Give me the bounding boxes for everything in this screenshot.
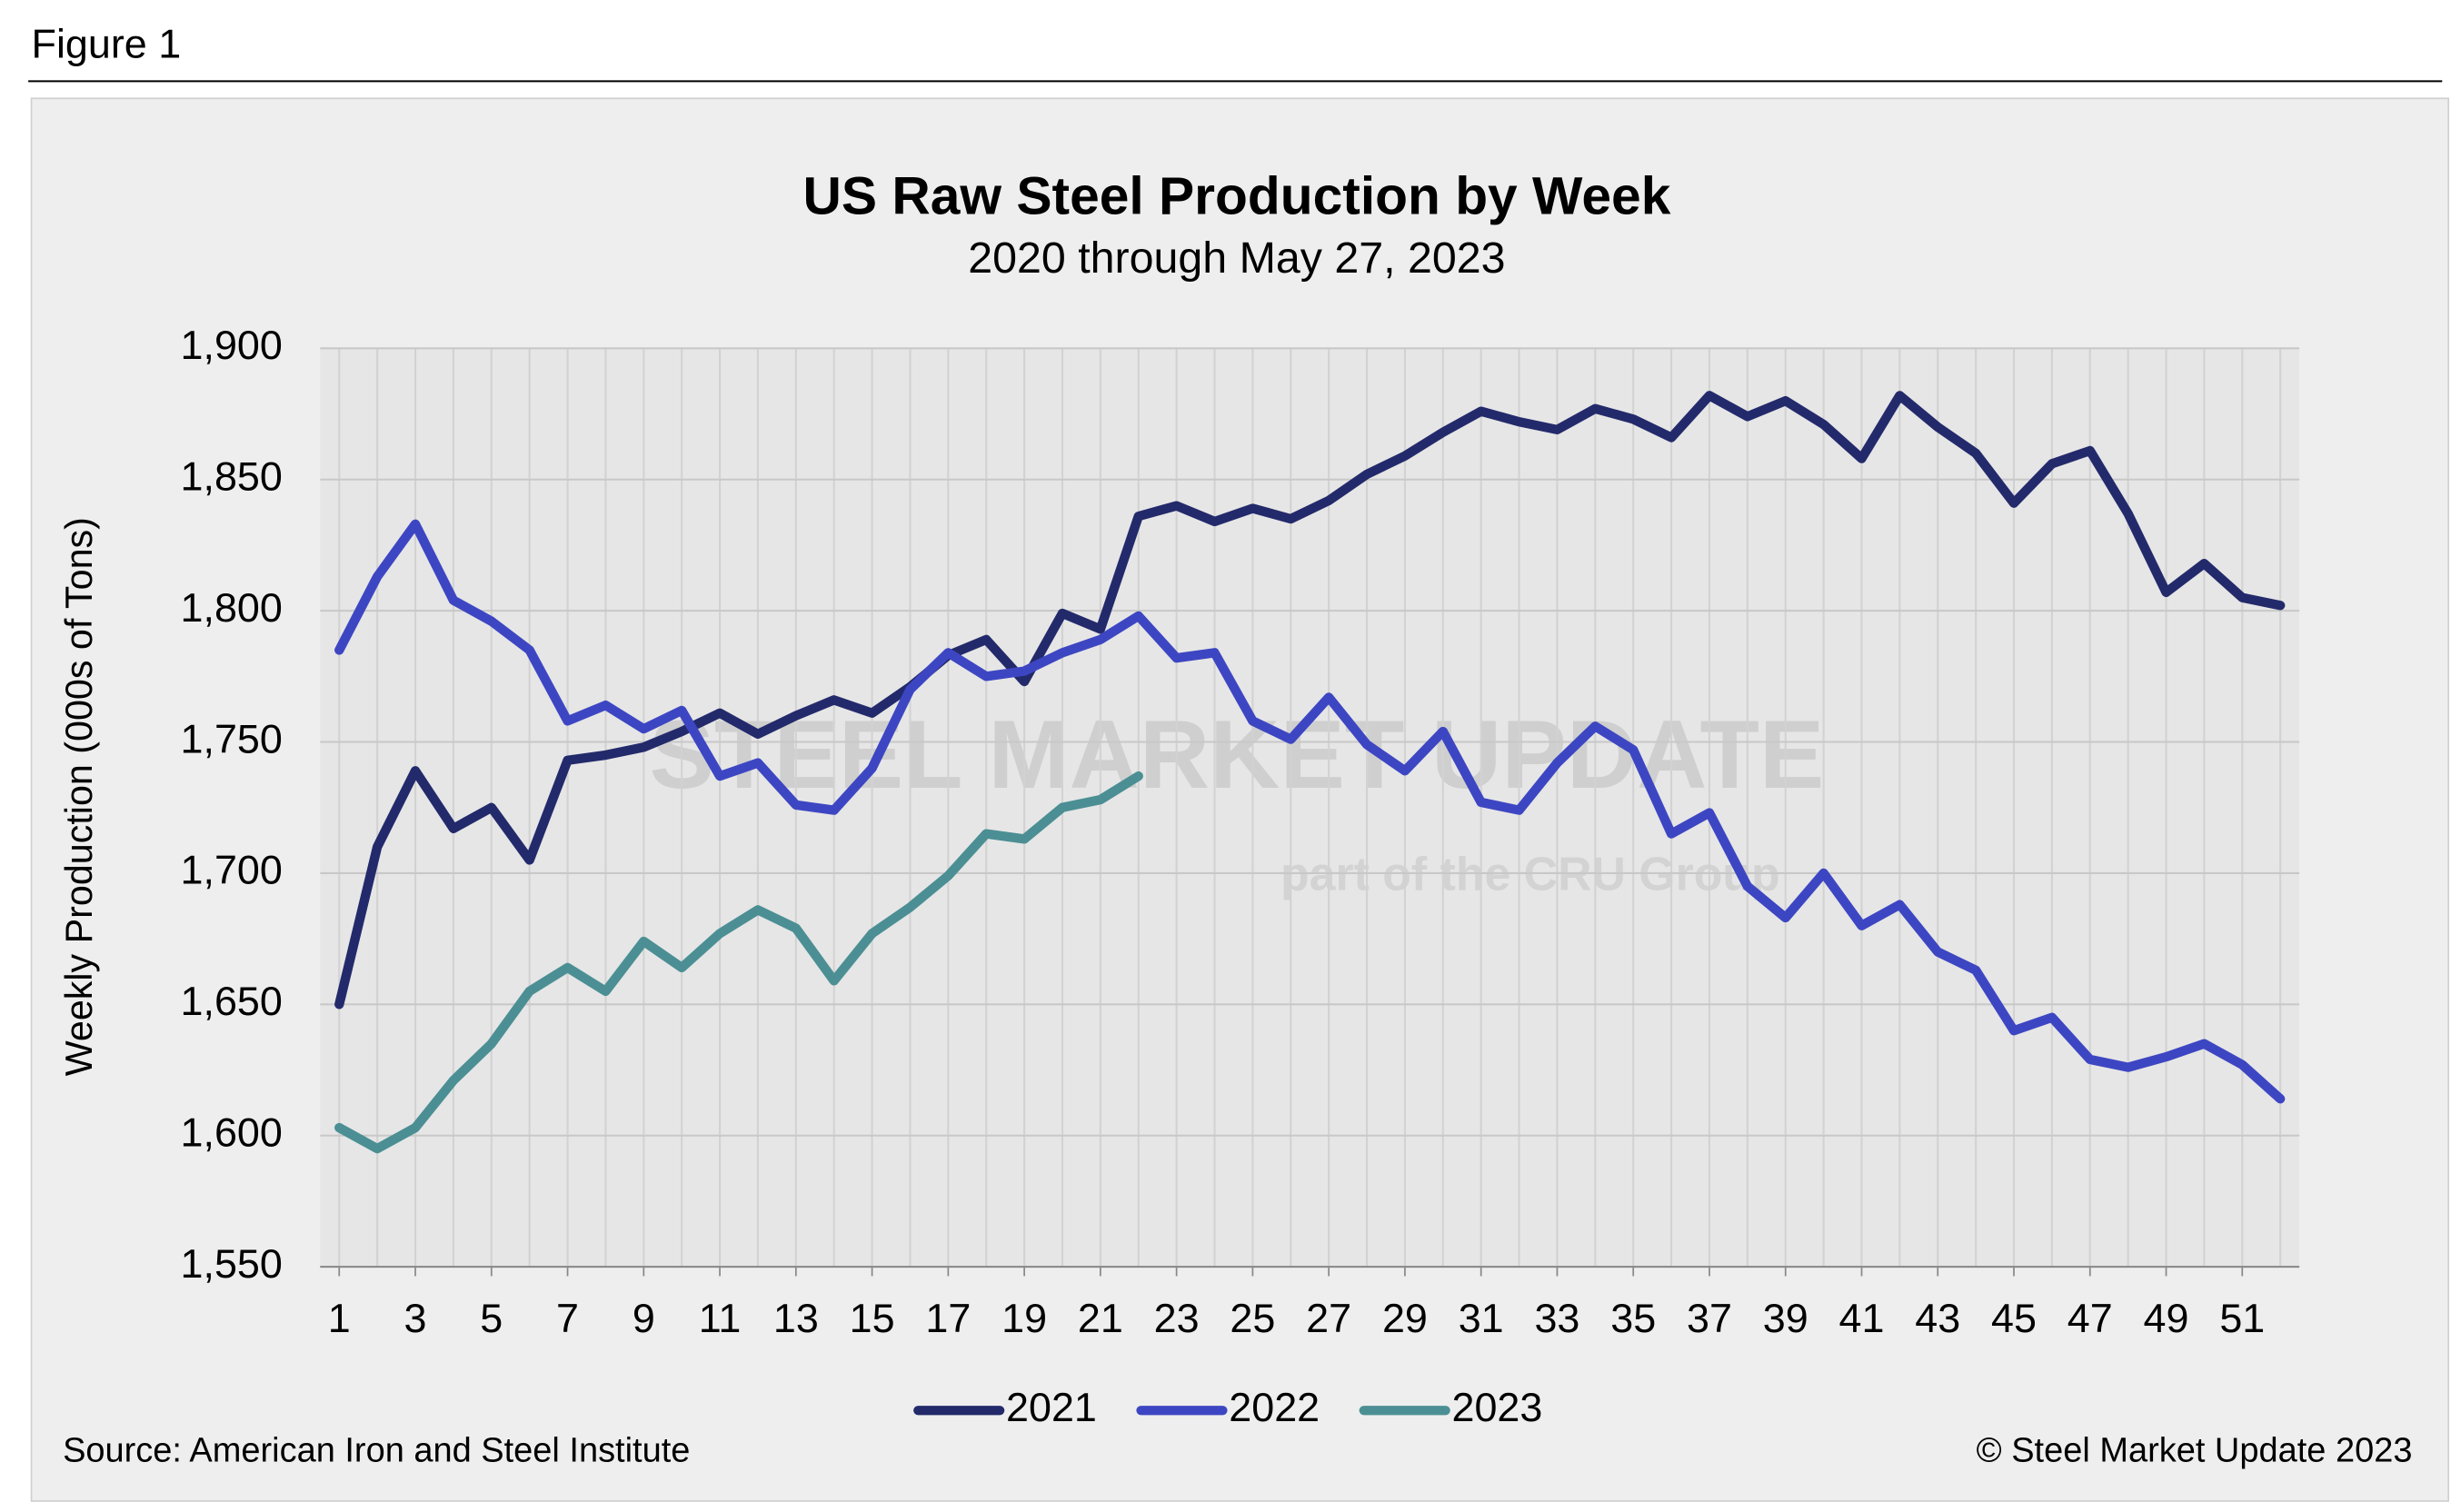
- legend-label: 2022: [1229, 1385, 1320, 1430]
- x-tick-label: 31: [1459, 1296, 1504, 1341]
- series-line: [334, 771, 1143, 1154]
- x-tick-label: 33: [1534, 1296, 1579, 1341]
- source-note: Source: American Iron and Steel Institut…: [63, 1432, 690, 1470]
- y-tick-label: 1,750: [181, 716, 283, 761]
- y-tick-label: 1,550: [181, 1241, 283, 1287]
- x-tick-label: 29: [1382, 1296, 1428, 1341]
- y-tick-label: 1,900: [181, 323, 283, 368]
- chart-title: US Raw Steel Production by Week: [802, 167, 1670, 226]
- x-tick-label: 49: [2144, 1296, 2189, 1341]
- x-tick-label: 45: [1991, 1296, 2037, 1341]
- x-tick-label: 43: [1915, 1296, 1960, 1341]
- x-tick-label: 9: [633, 1296, 655, 1341]
- grid: [320, 347, 2300, 1277]
- y-tick-label: 1,850: [181, 454, 283, 500]
- x-tick-label: 23: [1154, 1296, 1200, 1341]
- x-tick-label: 1: [328, 1296, 351, 1341]
- copyright-note: © Steel Market Update 2023: [1977, 1432, 2413, 1470]
- x-tick-label: 39: [1763, 1296, 1808, 1341]
- legend-label: 2021: [1006, 1385, 1097, 1430]
- x-tick-label: 13: [773, 1296, 819, 1341]
- series-line: [334, 519, 2286, 1104]
- x-tick-label: 3: [404, 1296, 427, 1341]
- x-tick-label: 41: [1839, 1296, 1885, 1341]
- figure-label: Figure 1: [32, 21, 182, 66]
- y-axis-label: Weekly Production (000s of Tons): [58, 517, 100, 1076]
- x-tick-label: 51: [2219, 1296, 2265, 1341]
- x-tick-label: 27: [1306, 1296, 1351, 1341]
- x-tick-label: 5: [480, 1296, 503, 1341]
- y-tick-label: 1,700: [181, 848, 283, 893]
- y-tick-label: 1,800: [181, 585, 283, 631]
- x-tick-label: 7: [556, 1296, 579, 1341]
- y-tick-label: 1,600: [181, 1110, 283, 1156]
- watermark: STEEL MARKET UPDATE: [650, 700, 1825, 809]
- y-tick-label: 1,650: [181, 979, 283, 1024]
- chart-subtitle: 2020 through May 27, 2023: [968, 234, 1505, 283]
- x-tick-label: 21: [1078, 1296, 1123, 1341]
- x-tick-label: 25: [1230, 1296, 1275, 1341]
- series-lines: [334, 391, 2286, 1154]
- x-tick-label: 35: [1610, 1296, 1656, 1341]
- legend-label: 2023: [1452, 1385, 1543, 1430]
- x-tick-label: 37: [1687, 1296, 1732, 1341]
- series-line: [334, 391, 2286, 1010]
- x-tick-label: 15: [850, 1296, 895, 1341]
- x-tick-label: 47: [2067, 1296, 2113, 1341]
- x-tick-label: 19: [1001, 1296, 1047, 1341]
- plot-area: [320, 348, 2300, 1268]
- x-tick-label: 17: [925, 1296, 971, 1341]
- x-tick-label: 11: [699, 1296, 742, 1341]
